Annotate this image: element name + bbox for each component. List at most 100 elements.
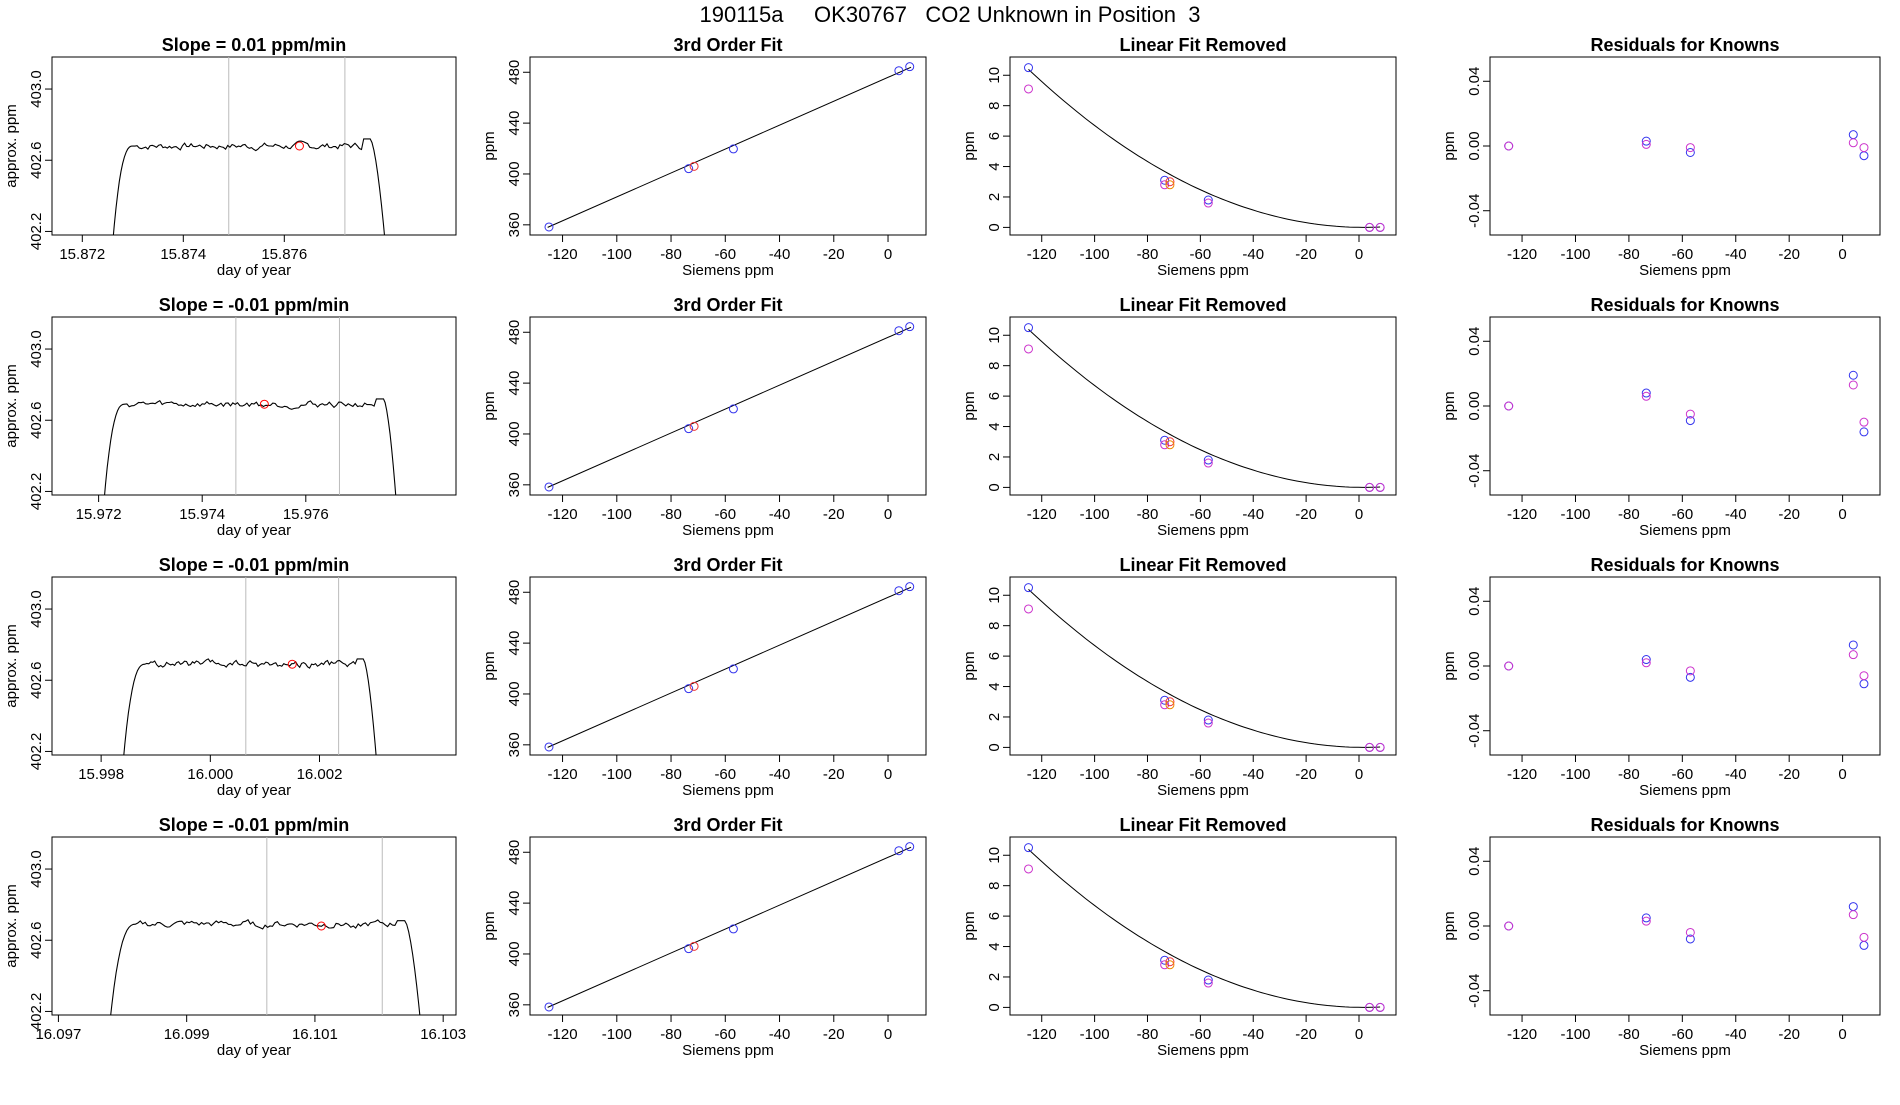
y-axis-label: ppm: [961, 391, 978, 420]
point-unknown: [689, 421, 699, 431]
y-tick-label: 0.00: [1466, 911, 1483, 940]
x-axis-label: Siemens ppm: [1639, 782, 1731, 799]
point-knowns: [894, 326, 904, 336]
point-unknown-alt: [1165, 180, 1175, 190]
y-tick-label: 403.0: [28, 850, 45, 888]
point-knowns: [1859, 940, 1869, 950]
point-alt: [1504, 141, 1514, 151]
plot-area: [544, 322, 915, 492]
x-tick-label: -80: [660, 1026, 682, 1043]
y-tick-label: 8: [986, 362, 1003, 370]
x-axis-label: Siemens ppm: [1157, 1042, 1249, 1059]
y-axis-label: approx. ppm: [3, 364, 20, 447]
y-axis-label: ppm: [1441, 911, 1458, 940]
panel-title: Residuals for Knowns: [1590, 815, 1779, 835]
point-knowns: [894, 846, 904, 856]
x-tick-label: -60: [1190, 246, 1212, 263]
x-tick-label: -40: [1242, 506, 1264, 523]
y-tick-label: 10: [986, 847, 1003, 864]
panel-title: 3rd Order Fit: [673, 815, 782, 835]
y-tick-label: 6: [986, 912, 1003, 920]
point-alt: [1024, 344, 1034, 354]
x-tick-label: -120: [1027, 766, 1057, 783]
y-tick-label: 10: [986, 327, 1003, 344]
plot-frame: [1009, 836, 1397, 1016]
x-tick-label: -80: [660, 766, 682, 783]
x-tick-label: -120: [1507, 246, 1537, 263]
x-tick-label: -120: [548, 1026, 578, 1043]
x-tick-label: -100: [1560, 766, 1590, 783]
x-tick-label: -100: [1560, 506, 1590, 523]
mean-marker: [294, 141, 304, 151]
plot-frame: [1009, 576, 1397, 756]
y-tick-label: 360: [506, 732, 523, 757]
plot-frame: [1009, 316, 1397, 496]
panel-r2-c3: Linear Fit Removed -120 -100 -80 -60 -40 -20 0 0…: [961, 295, 1397, 539]
y-tick-label: 400: [506, 681, 523, 706]
x-axis-label: Siemens ppm: [1639, 262, 1731, 279]
y-tick-label: 402.6: [28, 661, 45, 699]
y-tick-label: 10: [986, 587, 1003, 604]
x-tick-label: 0: [1355, 506, 1363, 523]
y-tick-label: 0: [986, 1003, 1003, 1011]
x-axis-label: Siemens ppm: [682, 522, 774, 539]
point-alt: [1024, 84, 1034, 94]
panel-title: Slope = -0.01 ppm/min: [159, 295, 350, 315]
x-tick-label: -40: [1725, 1026, 1747, 1043]
point-alt: [1160, 700, 1170, 710]
point-alt: [1024, 864, 1034, 874]
point-alt: [1685, 927, 1695, 937]
point-knowns: [1685, 147, 1695, 157]
point-knowns: [544, 742, 554, 752]
x-tick-label: -40: [1725, 766, 1747, 783]
point-knowns: [728, 664, 738, 674]
x-tick-label: 15.974: [179, 506, 225, 523]
y-tick-label: 402.2: [28, 213, 45, 251]
panel-title: Linear Fit Removed: [1119, 35, 1286, 55]
point-unknown: [1165, 957, 1175, 967]
y-tick-label: 402.6: [28, 141, 45, 179]
point-alt: [1848, 138, 1858, 148]
panel-r2-c1: Slope = -0.01 ppm/min 15.972 15.974 15.976 4…: [3, 295, 457, 539]
y-tick-label: 402.6: [28, 401, 45, 439]
point-knowns: [544, 222, 554, 232]
point-alt: [1641, 658, 1651, 668]
y-tick-label: -0.04: [1466, 454, 1483, 488]
point-knowns: [1024, 323, 1034, 333]
y-axis-label: ppm: [961, 911, 978, 940]
point-knowns: [1848, 902, 1858, 912]
point-knowns: [1203, 195, 1213, 205]
point-alt: [1859, 932, 1869, 942]
y-tick-label: 440: [506, 111, 523, 136]
x-tick-label: -120: [1507, 766, 1537, 783]
x-axis-label: Siemens ppm: [682, 782, 774, 799]
point-knowns: [894, 66, 904, 76]
point-knowns: [1160, 175, 1170, 185]
panel-r1-c1: Slope = 0.01 ppm/min 15.872 15.874 15.876 40…: [3, 35, 457, 279]
point-knowns: [1848, 130, 1858, 140]
x-axis-label: Siemens ppm: [1157, 262, 1249, 279]
x-tick-label: -60: [1190, 1026, 1212, 1043]
y-axis-label: ppm: [481, 911, 498, 940]
x-axis-label: day of year: [217, 522, 291, 539]
x-tick-label: 15.872: [59, 246, 105, 263]
x-axis-label: Siemens ppm: [682, 1042, 774, 1059]
point-knowns: [905, 322, 915, 332]
y-tick-label: 8: [986, 102, 1003, 110]
x-tick-label: -40: [1242, 246, 1264, 263]
x-axis-label: Siemens ppm: [1639, 522, 1731, 539]
y-tick-label: 0.00: [1466, 131, 1483, 160]
point-knowns: [1203, 975, 1213, 985]
point-unknown-alt: [1165, 440, 1175, 450]
point-knowns: [1160, 435, 1170, 445]
y-tick-label: 4: [986, 422, 1003, 430]
x-tick-label: -120: [1027, 246, 1057, 263]
y-tick-label: 360: [506, 212, 523, 237]
y-tick-label: 403.0: [28, 330, 45, 368]
x-tick-label: 0: [884, 506, 892, 523]
y-tick-label: 0.04: [1466, 587, 1483, 616]
fit-curve: [1028, 329, 1381, 488]
point-alt: [1859, 143, 1869, 153]
y-tick-label: 0.04: [1466, 847, 1483, 876]
x-tick-label: -120: [548, 246, 578, 263]
